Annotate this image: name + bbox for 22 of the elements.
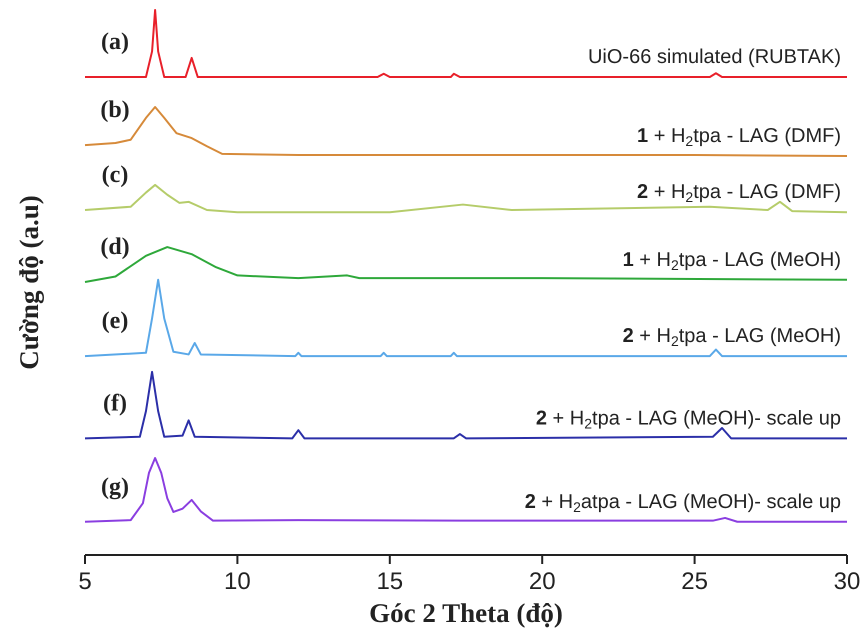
y-axis-title: Cường độ (a.u) [14,195,44,370]
series-label: 1 + H$_{2}$tpa - LAG (MeOH) [622,248,841,273]
series-label: 2 + H$_{2}$tpa - LAG (MeOH) [622,325,841,350]
annotation: (f) [103,390,127,416]
x-tick-label: 30 [834,568,860,595]
annotation: (e) [102,308,128,334]
x-tick-label: 5 [78,568,92,595]
annotation: (d) [100,234,130,260]
series-label: 2 + H$_{2}$tpa - LAG (MeOH)- scale up [536,407,841,432]
x-axis-title: Góc 2 Theta (độ) [369,598,563,628]
x-tick-label: 10 [224,568,251,595]
annotation: (b) [100,97,130,124]
series-label: 2 + H$_{2}$tpa - LAG (DMF) [637,181,841,206]
x-tick-label: 15 [376,568,404,595]
series-label: 2 + H$_{2}$atpa - LAG (MeOH)- scale up [524,490,841,515]
series-label: UiO-66 simulated (RUBTAK) [588,46,841,68]
annotation: (a) [101,29,129,56]
series-label: 1 + H$_{2}$tpa - LAG (DMF) [637,125,841,150]
annotation: (g) [101,474,129,500]
x-tick-label: 20 [528,568,556,595]
annotation: (c) [102,162,128,188]
x-tick-label: 25 [681,568,708,595]
